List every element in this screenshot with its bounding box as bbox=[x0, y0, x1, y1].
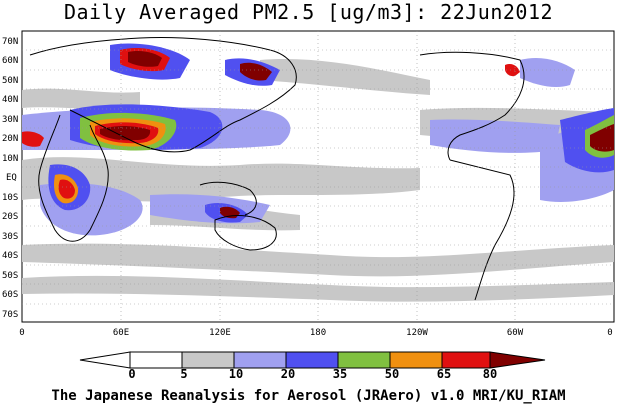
lat-label-20s: 20S bbox=[2, 212, 18, 222]
lat-label-70n: 70N bbox=[2, 37, 18, 47]
lat-label-50n: 50N bbox=[2, 76, 18, 86]
lat-label-40s: 40S bbox=[2, 251, 18, 261]
colorbar-min-arrow bbox=[79, 351, 131, 369]
colorbar-label-5: 5 bbox=[180, 367, 188, 381]
lon-label-120w: 120W bbox=[406, 328, 428, 338]
lat-label-10n: 10N bbox=[2, 154, 18, 164]
lon-label-0-left: 0 bbox=[19, 328, 24, 338]
colorbar-label-50: 50 bbox=[384, 367, 400, 381]
colorbar-segment-50-65 bbox=[389, 351, 443, 369]
colorbar-segment-10-20 bbox=[233, 351, 287, 369]
lat-label-10s: 10S bbox=[2, 193, 18, 203]
lat-label-40n: 40N bbox=[2, 95, 18, 105]
colorbar-label-35: 35 bbox=[332, 367, 348, 381]
graticule bbox=[22, 31, 614, 322]
colorbar-segment-65-80 bbox=[441, 351, 491, 369]
lat-label-30n: 30N bbox=[2, 115, 18, 125]
colorbar-segment-0-5 bbox=[129, 351, 183, 369]
lat-label-eq: EQ bbox=[6, 173, 17, 183]
lat-label-60s: 60S bbox=[2, 290, 18, 300]
lon-label-180: 180 bbox=[310, 328, 326, 338]
lon-label-120e: 120E bbox=[209, 328, 231, 338]
colorbar-label-10: 10 bbox=[228, 367, 244, 381]
lat-label-20n: 20N bbox=[2, 134, 18, 144]
colorbar-label-0: 0 bbox=[128, 367, 136, 381]
colorbar-segment-5-10 bbox=[181, 351, 235, 369]
colorbar-label-20: 20 bbox=[280, 367, 296, 381]
colorbar-label-65: 65 bbox=[436, 367, 452, 381]
colorbar-label-80: 80 bbox=[482, 367, 498, 381]
lon-label-60e: 60E bbox=[113, 328, 129, 338]
lat-label-50s: 50S bbox=[2, 271, 18, 281]
footer-credit: The Japanese Reanalysis for Aerosol (JRA… bbox=[51, 388, 566, 404]
colorbar-segment-20-35 bbox=[285, 351, 339, 369]
pm25-very-high-field bbox=[22, 47, 614, 219]
lat-label-30s: 30S bbox=[2, 232, 18, 242]
lon-tick-labels: 0 60E 120E 180 120W 60W 0 bbox=[19, 328, 612, 338]
lon-label-0-right: 0 bbox=[607, 328, 612, 338]
map-title: Daily Averaged PM2.5 [ug/m3]: 22Jun2012 bbox=[63, 0, 554, 24]
lat-label-70s: 70S bbox=[2, 310, 18, 320]
lat-tick-labels: 70N 60N 50N 40N 30N 20N 10N EQ 10S 20S 3… bbox=[2, 37, 18, 320]
lon-label-60w: 60W bbox=[507, 328, 524, 338]
colorbar-max-arrow bbox=[489, 351, 546, 369]
colorbar bbox=[79, 351, 546, 369]
lat-label-60n: 60N bbox=[2, 56, 18, 66]
coastlines bbox=[29, 37, 525, 301]
colorbar-segment-35-50 bbox=[337, 351, 391, 369]
